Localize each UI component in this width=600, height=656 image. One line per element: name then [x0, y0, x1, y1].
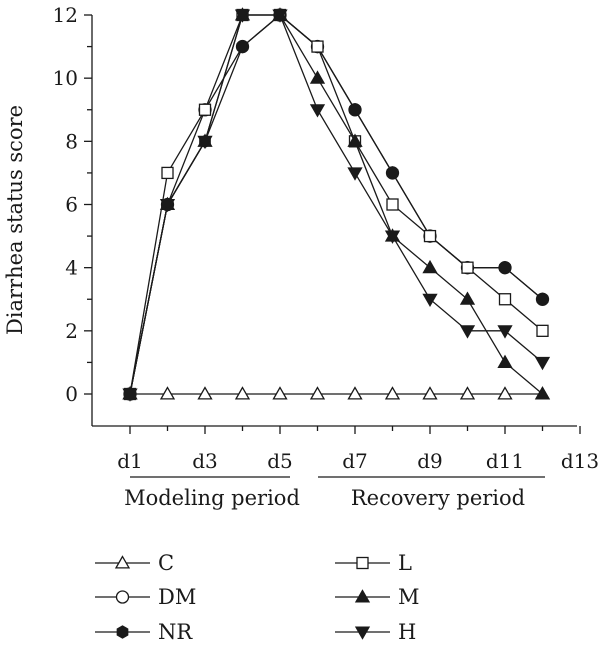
legend-marker — [114, 555, 131, 569]
data-point — [422, 386, 438, 400]
data-point — [461, 261, 474, 274]
x-ticks: d1 d3 d5 d7 d9 d11 d13 — [117, 426, 599, 473]
series-l — [123, 8, 549, 401]
series-nr — [124, 8, 549, 401]
legend-item-nr: NR — [95, 620, 193, 644]
data-point — [197, 386, 213, 400]
data-point — [386, 166, 399, 180]
series-group — [122, 7, 551, 402]
legend-label: H — [398, 620, 416, 644]
data-point — [497, 354, 513, 368]
legend: C DM NR LMH — [95, 551, 420, 644]
y-tick-label: 6 — [65, 193, 78, 217]
legend-marker — [116, 625, 129, 639]
x-tick-label: d11 — [486, 449, 524, 473]
data-point — [309, 386, 326, 400]
data-point — [536, 292, 549, 307]
legend-marker — [115, 590, 130, 604]
data-point — [161, 166, 174, 180]
data-point — [422, 293, 438, 308]
legend-label: C — [158, 551, 174, 575]
data-point — [347, 386, 363, 400]
data-point — [497, 386, 513, 400]
series-c — [122, 386, 551, 400]
legend-label: M — [398, 585, 420, 609]
y-tick-label: 12 — [53, 3, 78, 27]
data-point — [459, 325, 476, 339]
data-point — [497, 325, 513, 339]
data-point — [159, 198, 176, 213]
data-point — [384, 386, 401, 400]
series-h — [122, 9, 551, 402]
data-point — [459, 386, 476, 400]
y-tick-label: 4 — [65, 256, 78, 280]
x-tick-label: d1 — [117, 449, 143, 473]
data-point — [347, 133, 363, 147]
data-point — [309, 104, 326, 118]
x-tick-label: d7 — [342, 449, 368, 473]
series-line — [129, 14, 543, 395]
data-point — [234, 386, 251, 400]
data-point — [498, 293, 512, 306]
data-point — [384, 230, 401, 244]
x-tick-label: d5 — [267, 449, 293, 473]
data-point — [309, 70, 326, 84]
data-point — [499, 260, 511, 275]
data-point — [236, 39, 249, 54]
y-axis-label: Diarrhea status score — [3, 105, 27, 335]
legend-marker — [354, 589, 371, 603]
legend-item-l: L — [335, 551, 412, 575]
y-tick-label: 10 — [53, 66, 78, 90]
series-m — [122, 7, 551, 400]
data-point — [234, 9, 251, 23]
data-point — [349, 102, 361, 117]
data-point — [347, 167, 363, 181]
legend-item-m: M — [335, 585, 420, 609]
data-point — [534, 356, 551, 371]
data-point — [124, 388, 136, 400]
data-point — [311, 40, 324, 53]
periods: Modeling period Recovery period — [124, 476, 545, 510]
legend-marker — [356, 556, 369, 570]
series-line — [129, 14, 543, 395]
period-label: Modeling period — [124, 486, 300, 510]
y-ticks: 0 2 4 6 8 10 12 — [53, 3, 92, 406]
period-label: Recovery period — [351, 486, 525, 510]
data-point — [197, 135, 213, 150]
x-tick-label: d9 — [417, 449, 443, 473]
y-tick-label: 2 — [65, 319, 78, 343]
series-line — [129, 14, 543, 395]
data-point — [423, 229, 437, 243]
series-line — [129, 14, 543, 395]
data-point — [534, 386, 551, 400]
legend-label: L — [398, 551, 412, 575]
x-tick-label: d13 — [561, 449, 599, 473]
legend-label: DM — [158, 585, 196, 609]
axes — [91, 15, 577, 427]
data-point — [198, 103, 212, 116]
y-tick-label: 8 — [65, 129, 78, 153]
legend-item-c: C — [95, 551, 174, 575]
legend-item-dm: DM — [95, 585, 196, 609]
data-point — [422, 259, 438, 274]
x-tick-label: d3 — [192, 449, 218, 473]
data-point — [536, 324, 549, 337]
legend-item-h: H — [335, 620, 416, 644]
y-tick-label: 0 — [65, 382, 78, 406]
legend-label: NR — [158, 620, 193, 644]
legend-marker — [354, 626, 371, 640]
series-line — [129, 14, 543, 395]
data-point — [159, 386, 176, 400]
data-point — [459, 291, 476, 305]
data-point — [386, 198, 399, 211]
series-dm — [123, 8, 550, 401]
data-point — [272, 9, 288, 23]
data-point — [272, 386, 288, 400]
